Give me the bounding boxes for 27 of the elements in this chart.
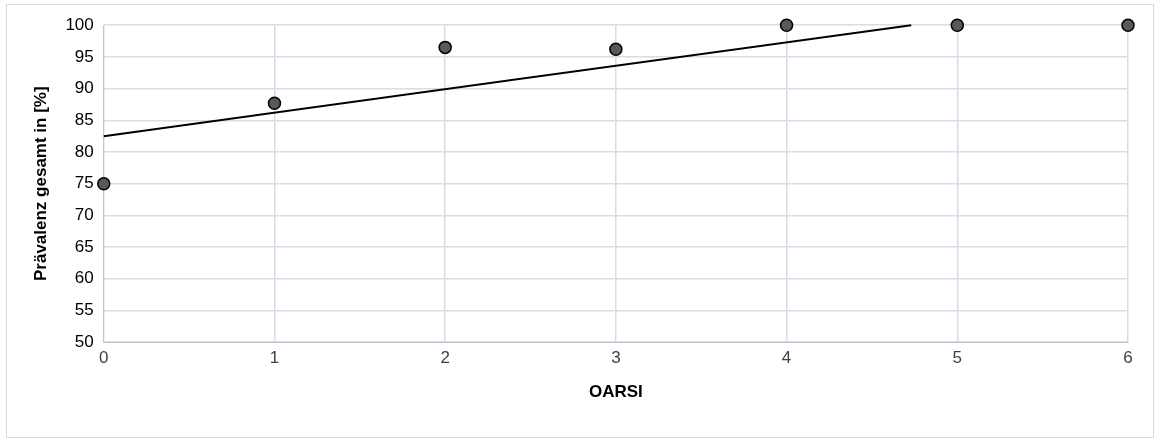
y-tick-label: 50 (74, 331, 94, 351)
y-tick-label: 85 (74, 109, 94, 129)
point (438, 40, 452, 55)
point (779, 18, 794, 32)
point (267, 96, 282, 110)
x-tick-label: 3 (611, 348, 621, 368)
y-axis-title: Prävalenz gesamt in [%] (30, 86, 50, 282)
y-tick-label: 75 (74, 173, 94, 193)
x-axis-title: OARSI (588, 382, 643, 402)
point (950, 18, 965, 32)
x-tick-label: 4 (781, 348, 792, 368)
point (97, 176, 111, 191)
y-tick-label: 100 (65, 14, 94, 34)
x-tick-label: 5 (952, 348, 963, 368)
y-tick-label: 55 (74, 300, 94, 320)
y-tick-label: 80 (74, 141, 94, 161)
y-tick-label: 65 (74, 236, 94, 256)
point (609, 42, 623, 57)
y-tick-label: 95 (74, 46, 94, 66)
x-tick-label: 0 (99, 348, 109, 368)
x-tick-label: 2 (440, 348, 450, 368)
x-tick-label: 6 (1123, 348, 1133, 368)
y-tick-label: 60 (74, 268, 94, 288)
point (1121, 18, 1135, 32)
y-tick-label: 70 (74, 205, 94, 225)
y-tick-label: 90 (74, 78, 94, 98)
x-tick-label: 1 (269, 348, 280, 368)
